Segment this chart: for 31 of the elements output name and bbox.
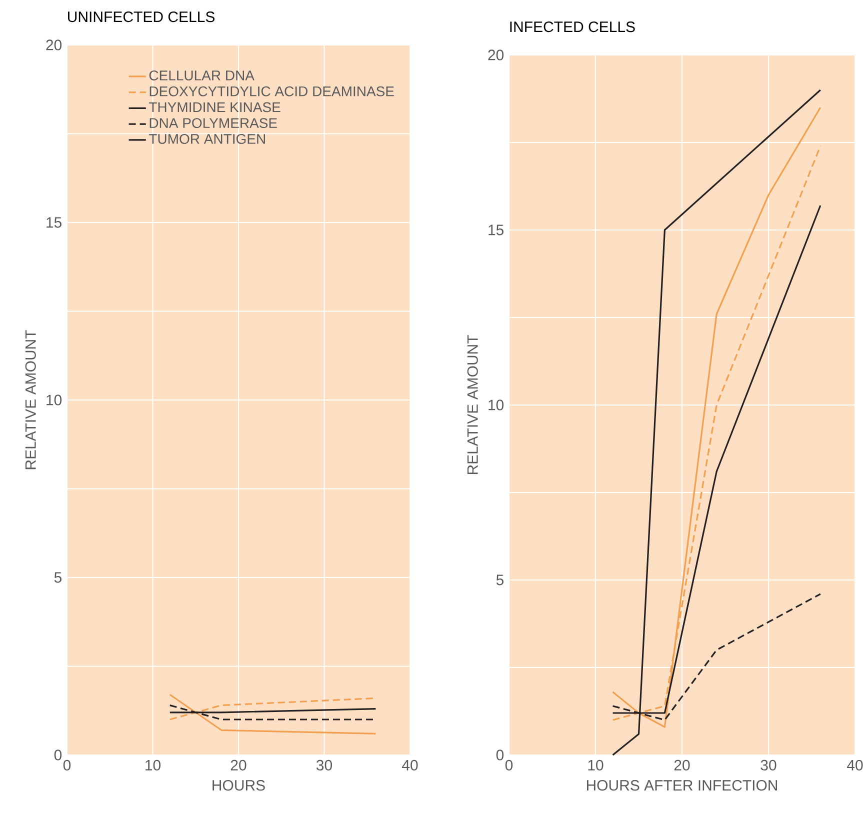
y-tick-label: 15	[46, 217, 62, 228]
y-tick-label: 10	[46, 394, 62, 406]
x-tick-label: 0	[63, 760, 71, 770]
y-tick-label: 10	[488, 400, 504, 410]
legend-label: TUMOR ANTIGEN	[149, 134, 265, 144]
y-axis-title: RELATIVE AMOUNT	[25, 330, 36, 470]
x-tick-label: 10	[588, 760, 604, 770]
x-axis-title: HOURS AFTER INFECTION	[586, 780, 778, 791]
x-tick-label: 20	[674, 760, 690, 770]
y-tick-label: 20	[488, 50, 504, 60]
y-tick-label: 0	[54, 750, 62, 760]
y-tick-label: 5	[496, 574, 504, 586]
x-tick-label: 0	[505, 760, 513, 770]
y-axis-title: RELATIVE AMOUNT	[467, 335, 478, 474]
chart-title: UNINFECTED CELLS	[68, 12, 215, 22]
y-tick-label: 20	[46, 40, 62, 50]
x-tick-label: 20	[230, 760, 246, 770]
x-tick-label: 40	[402, 760, 418, 770]
legend-label: DNA POLYMERASE	[150, 118, 277, 128]
legend-label: THYMIDINE KINASE	[149, 102, 280, 112]
x-tick-label: 40	[847, 760, 863, 770]
legend-label: CELLULAR DNA	[149, 70, 254, 80]
x-tick-label: 10	[146, 760, 160, 770]
y-tick-label: 5	[54, 572, 62, 583]
y-tick-label: 15	[488, 224, 504, 236]
x-tick-label: 30	[760, 760, 776, 770]
x-tick-label: 30	[316, 760, 332, 770]
legend-label: DEOXYCYTIDYLIC ACID DEAMINASE	[150, 86, 394, 96]
y-tick-label: 0	[496, 750, 504, 760]
chart-title: INFECTED CELLS	[510, 22, 635, 32]
x-axis-title: HOURS	[212, 780, 265, 791]
